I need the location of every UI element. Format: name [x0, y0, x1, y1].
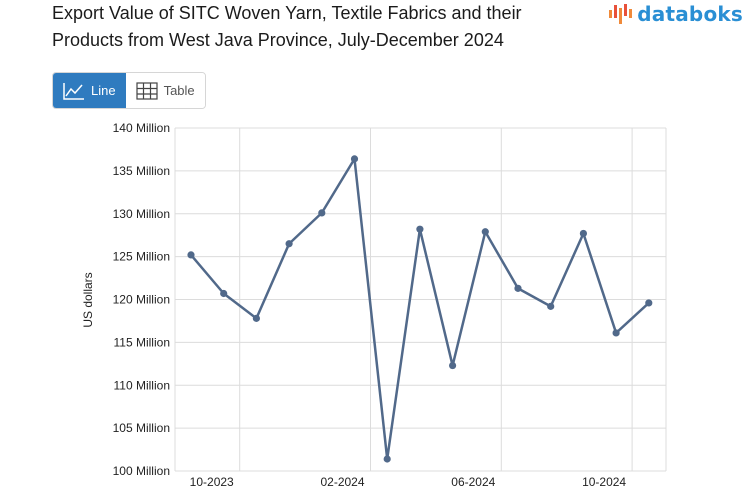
data-point: [220, 289, 228, 298]
data-point: [612, 329, 620, 337]
grid-layer: [174, 127, 667, 472]
data-point: [481, 228, 489, 236]
data-point: [252, 314, 260, 322]
x-tick-label: 06-2024: [451, 475, 495, 489]
data-point: [514, 284, 522, 292]
brand-name: databoks: [637, 2, 743, 26]
y-tick-label: 135 Million: [113, 164, 170, 178]
data-point: [547, 302, 555, 310]
data-point: [187, 251, 195, 259]
table-view-button[interactable]: Table: [125, 73, 205, 108]
y-axis-ticks: 100 Million 105 Million 110 Million 115 Mil…: [113, 121, 170, 478]
data-point: [350, 155, 359, 163]
line-view-label: Line: [91, 83, 116, 98]
y-tick-label: 140 Million: [113, 121, 170, 135]
x-tick-label: 10-2023: [190, 475, 234, 489]
y-tick-label: 115 Million: [114, 335, 170, 349]
y-tick-label: 120 Million: [113, 293, 170, 307]
data-point: [579, 229, 588, 238]
x-tick-label: 10-2024: [582, 475, 626, 489]
y-axis-label: US dollars: [81, 272, 95, 327]
y-tick-label: 110 Million: [114, 378, 170, 392]
x-axis-ticks: 10-2023 02-2024 06-2024 10-2024: [190, 475, 627, 489]
y-tick-label: 100 Million: [113, 464, 170, 478]
data-point: [318, 209, 326, 217]
bar-logo-icon: [609, 4, 633, 24]
y-tick-label: 105 Million: [113, 421, 170, 435]
data-point: [416, 225, 424, 233]
table-icon: [135, 81, 158, 100]
databoks-logo[interactable]: databoks: [608, 2, 743, 26]
data-point: [383, 455, 391, 463]
data-point: [449, 361, 457, 370]
series-layer: [187, 155, 653, 463]
y-tick-label: 125 Million: [113, 250, 170, 264]
chart-title: Export Value of SITC Woven Yarn, Textile…: [52, 3, 522, 50]
y-tick-label: 130 Million: [113, 207, 170, 221]
line-view-button[interactable]: Line: [53, 73, 126, 108]
table-view-label: Table: [163, 83, 195, 98]
data-point: [645, 299, 653, 307]
x-tick-label: 02-2024: [320, 475, 364, 489]
view-toggle: Line Table: [52, 72, 206, 109]
line-chart-icon: [63, 82, 84, 100]
series-line: [190, 157, 650, 461]
data-point: [285, 240, 293, 248]
